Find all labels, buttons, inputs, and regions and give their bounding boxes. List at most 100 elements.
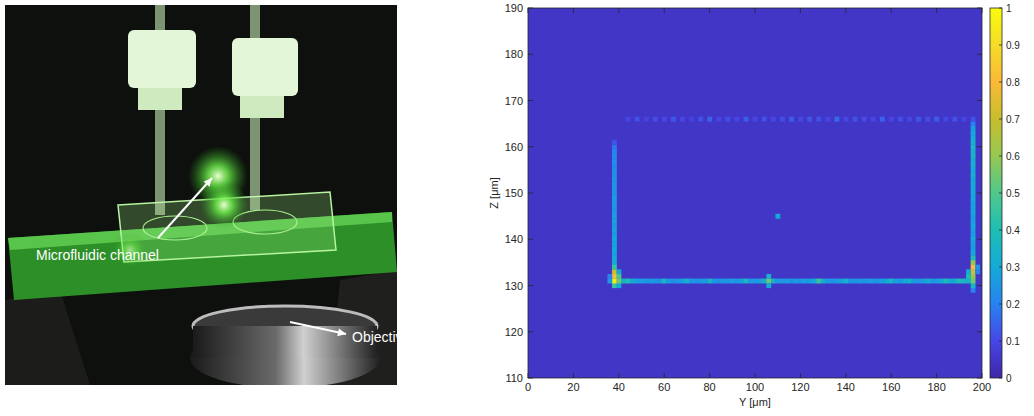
heatmap-cell: [966, 269, 971, 274]
heatmap-cell: [612, 154, 617, 159]
x-tick-label: 160: [882, 381, 900, 393]
heatmap-cell: [789, 117, 794, 122]
x-tick: [709, 8, 710, 13]
colorbar: [990, 8, 1002, 378]
colorbar-tick: [999, 193, 1002, 194]
heatmap-cell: [803, 279, 808, 284]
heatmap-cell: [971, 117, 976, 122]
x-tick: [982, 8, 983, 13]
heatmap-cell: [816, 279, 821, 284]
x-tick-label: 180: [927, 381, 945, 393]
y-tick: [528, 8, 533, 9]
heatmap-cell: [930, 279, 935, 284]
heatmap-cell: [884, 279, 889, 284]
colorbar-tick: [999, 8, 1002, 9]
heatmap-cell: [853, 279, 858, 284]
heatmap-cell: [671, 117, 676, 122]
heatmap-cell: [971, 269, 976, 274]
colorbar-tick-label: 0.4: [1006, 225, 1020, 236]
heatmap-cell: [612, 255, 617, 260]
heatmap-cell: [635, 279, 640, 284]
heatmap-cell: [676, 279, 681, 284]
heatmap-cell: [880, 117, 885, 122]
y-tick: [977, 54, 982, 55]
heatmap-cell: [866, 279, 871, 284]
x-tick-label: 200: [973, 381, 991, 393]
heatmap-cell: [912, 279, 917, 284]
heatmap-cell: [775, 214, 780, 219]
heatmap-cell: [612, 242, 617, 247]
y-tick: [528, 146, 533, 147]
x-tick: [800, 373, 801, 378]
colorbar-tick: [999, 156, 1002, 157]
heatmap-cell: [848, 279, 853, 284]
heatmap-cell: [753, 117, 758, 122]
heatmap-cell: [744, 279, 749, 284]
heatmap-cell: [962, 279, 967, 284]
heatmap-cell: [971, 149, 976, 154]
y-tick: [977, 8, 982, 9]
heatmap-cell: [707, 117, 712, 122]
x-tick-label: 0: [525, 381, 531, 393]
y-tick-label: 130: [505, 280, 523, 292]
heatmap-cell: [739, 279, 744, 284]
heatmap-cell: [712, 279, 717, 284]
heatmap-cell: [612, 269, 617, 274]
x-tick: [618, 8, 619, 13]
heatmap-cell: [934, 117, 939, 122]
heatmap-cell: [612, 205, 617, 210]
channel-arrow-head: [204, 178, 212, 187]
colorbar-tick-label: 0.6: [1006, 151, 1020, 162]
heatmap-cell: [762, 117, 767, 122]
heatmap-cell: [794, 279, 799, 284]
x-tick: [755, 373, 756, 378]
colorbar-tick: [999, 82, 1002, 83]
heatmap-cell: [853, 117, 858, 122]
heatmap-cell: [971, 158, 976, 163]
colorbar-tick: [999, 230, 1002, 231]
heatmap-cell: [753, 279, 758, 284]
y-tick: [528, 378, 533, 379]
heatmap-cell: [971, 260, 976, 265]
colorbar-tick: [999, 378, 1002, 379]
y-tick: [528, 193, 533, 194]
heatmap-cell: [612, 168, 617, 173]
y-tick: [528, 285, 533, 286]
connector: [128, 30, 196, 88]
heatmap-cell: [617, 283, 622, 288]
heatmap-cell: [644, 117, 649, 122]
x-tick: [528, 373, 529, 378]
stage-left: [5, 290, 90, 385]
heatmap-cell: [771, 279, 776, 284]
heatmap-cell: [630, 279, 635, 284]
heatmap-cell: [971, 163, 976, 168]
x-tick: [845, 373, 846, 378]
heatmap-cell: [934, 279, 939, 284]
objective-arrow: [290, 322, 346, 334]
colorbar-tick-label: 0.7: [1006, 114, 1020, 125]
y-tick: [977, 239, 982, 240]
heatmap-cell: [662, 279, 667, 284]
x-tick-label: 20: [567, 381, 579, 393]
colorbar-tick-label: 0.1: [1006, 336, 1020, 347]
heatmap-cell: [971, 144, 976, 149]
heatmap-cell: [730, 279, 735, 284]
channel-arrow: [158, 178, 212, 238]
heatmap-cell: [666, 279, 671, 284]
heatmap-cell: [703, 279, 708, 284]
heatmap-cell: [943, 117, 948, 122]
heatmap-cell: [612, 246, 617, 251]
heatmap-cell: [971, 131, 976, 136]
x-tick: [845, 8, 846, 13]
photo: [5, 5, 397, 385]
heatmap-cell: [925, 279, 930, 284]
heatmap-cell: [716, 279, 721, 284]
heatmap-cell: [694, 279, 699, 284]
photo-label: Objective: [352, 329, 411, 345]
y-tick-label: 140: [505, 233, 523, 245]
x-tick: [800, 8, 801, 13]
heatmap-cell: [748, 279, 753, 284]
heatmap-cell: [907, 279, 912, 284]
connector-base: [240, 96, 284, 118]
heatmap-cell: [612, 186, 617, 191]
